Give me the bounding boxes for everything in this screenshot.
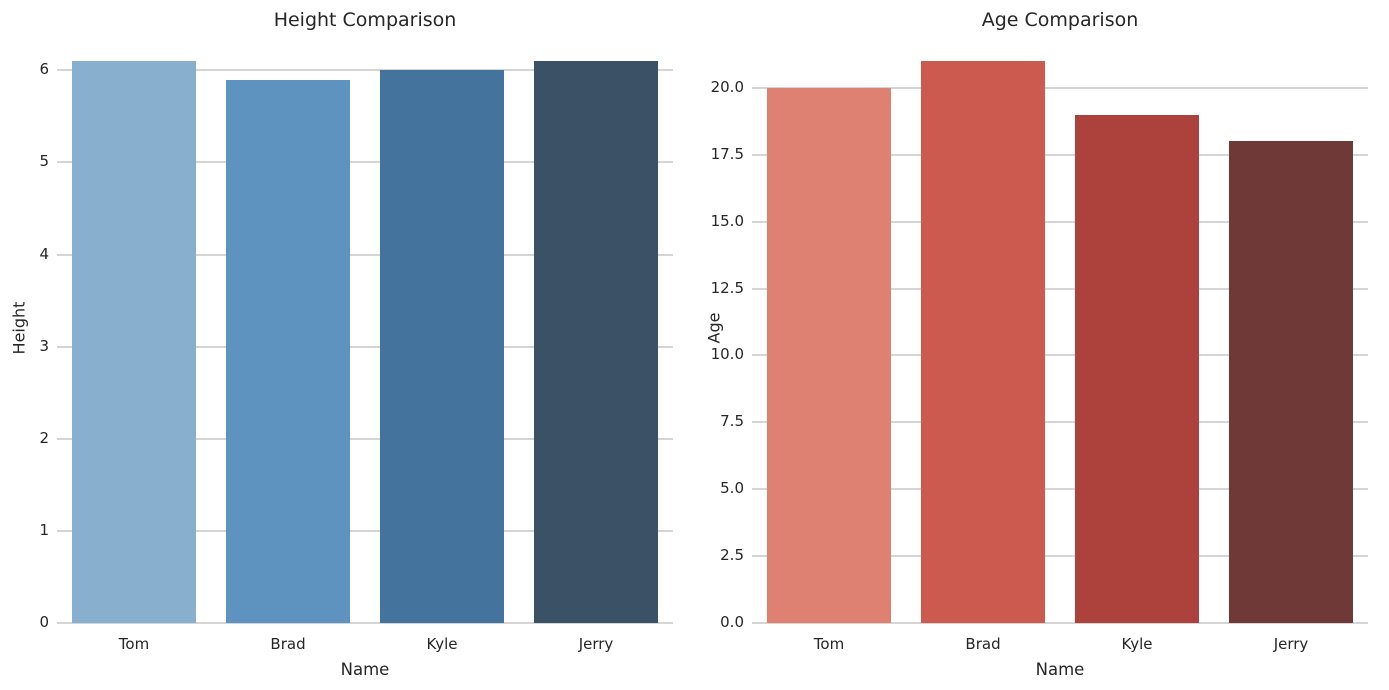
x-tick-label: Tom <box>813 635 845 653</box>
gridline <box>752 153 1368 156</box>
gridline <box>57 161 673 164</box>
bar-tom <box>72 61 196 623</box>
y-tick-label: 2.5 <box>720 546 744 565</box>
bar-jerry <box>534 61 658 623</box>
bar-tom <box>767 87 891 623</box>
y-tick-label: 5.0 <box>720 479 744 498</box>
bar-kyle <box>380 70 504 623</box>
gridline <box>752 86 1368 89</box>
gridline <box>57 253 673 256</box>
gridline <box>57 437 673 440</box>
y-tick-label: 12.5 <box>710 278 744 297</box>
y-tick-label: 4 <box>39 244 49 263</box>
chart-title: Age Comparison <box>981 9 1139 31</box>
x-tick-label: Brad <box>270 635 306 653</box>
bar-brad <box>226 79 350 623</box>
y-tick-label: 2 <box>39 428 49 447</box>
x-tick-label: Tom <box>118 635 150 653</box>
y-tick-label: 0 <box>39 613 49 631</box>
gridline <box>57 622 673 624</box>
y-tick-label: 15.0 <box>710 211 744 230</box>
y-tick-label: 5 <box>39 152 49 171</box>
bar-jerry <box>1229 141 1353 623</box>
y-axis-label: Age <box>704 312 724 344</box>
y-tick-label: 20.0 <box>710 77 744 96</box>
x-tick-label: Jerry <box>1273 635 1309 653</box>
gridline <box>752 220 1368 223</box>
x-tick-label: Jerry <box>578 635 614 653</box>
bar-brad <box>921 61 1045 623</box>
y-tick-label: 7.5 <box>720 412 744 431</box>
chart-title: Height Comparison <box>273 9 457 31</box>
gridline <box>57 69 673 72</box>
x-tick-label: Kyle <box>426 635 458 653</box>
y-tick-label: 3 <box>39 336 49 355</box>
gridline <box>752 555 1368 558</box>
gridline <box>752 421 1368 424</box>
gridline <box>752 622 1368 624</box>
x-axis-label: Name <box>340 660 390 679</box>
gridline <box>57 529 673 532</box>
gridline <box>57 345 673 348</box>
x-tick-label: Kyle <box>1121 635 1153 653</box>
y-tick-label: 6 <box>39 60 49 79</box>
x-tick-label: Brad <box>965 635 1001 653</box>
gridline <box>752 354 1368 357</box>
y-tick-label: 10.0 <box>710 345 744 364</box>
y-tick-label: 17.5 <box>710 144 744 163</box>
gridline <box>752 488 1368 491</box>
gridline <box>752 287 1368 290</box>
y-tick-label: 0.0 <box>720 613 744 631</box>
x-axis-label: Name <box>1035 660 1085 679</box>
y-tick-label: 1 <box>39 520 49 539</box>
bar-kyle <box>1075 114 1199 623</box>
